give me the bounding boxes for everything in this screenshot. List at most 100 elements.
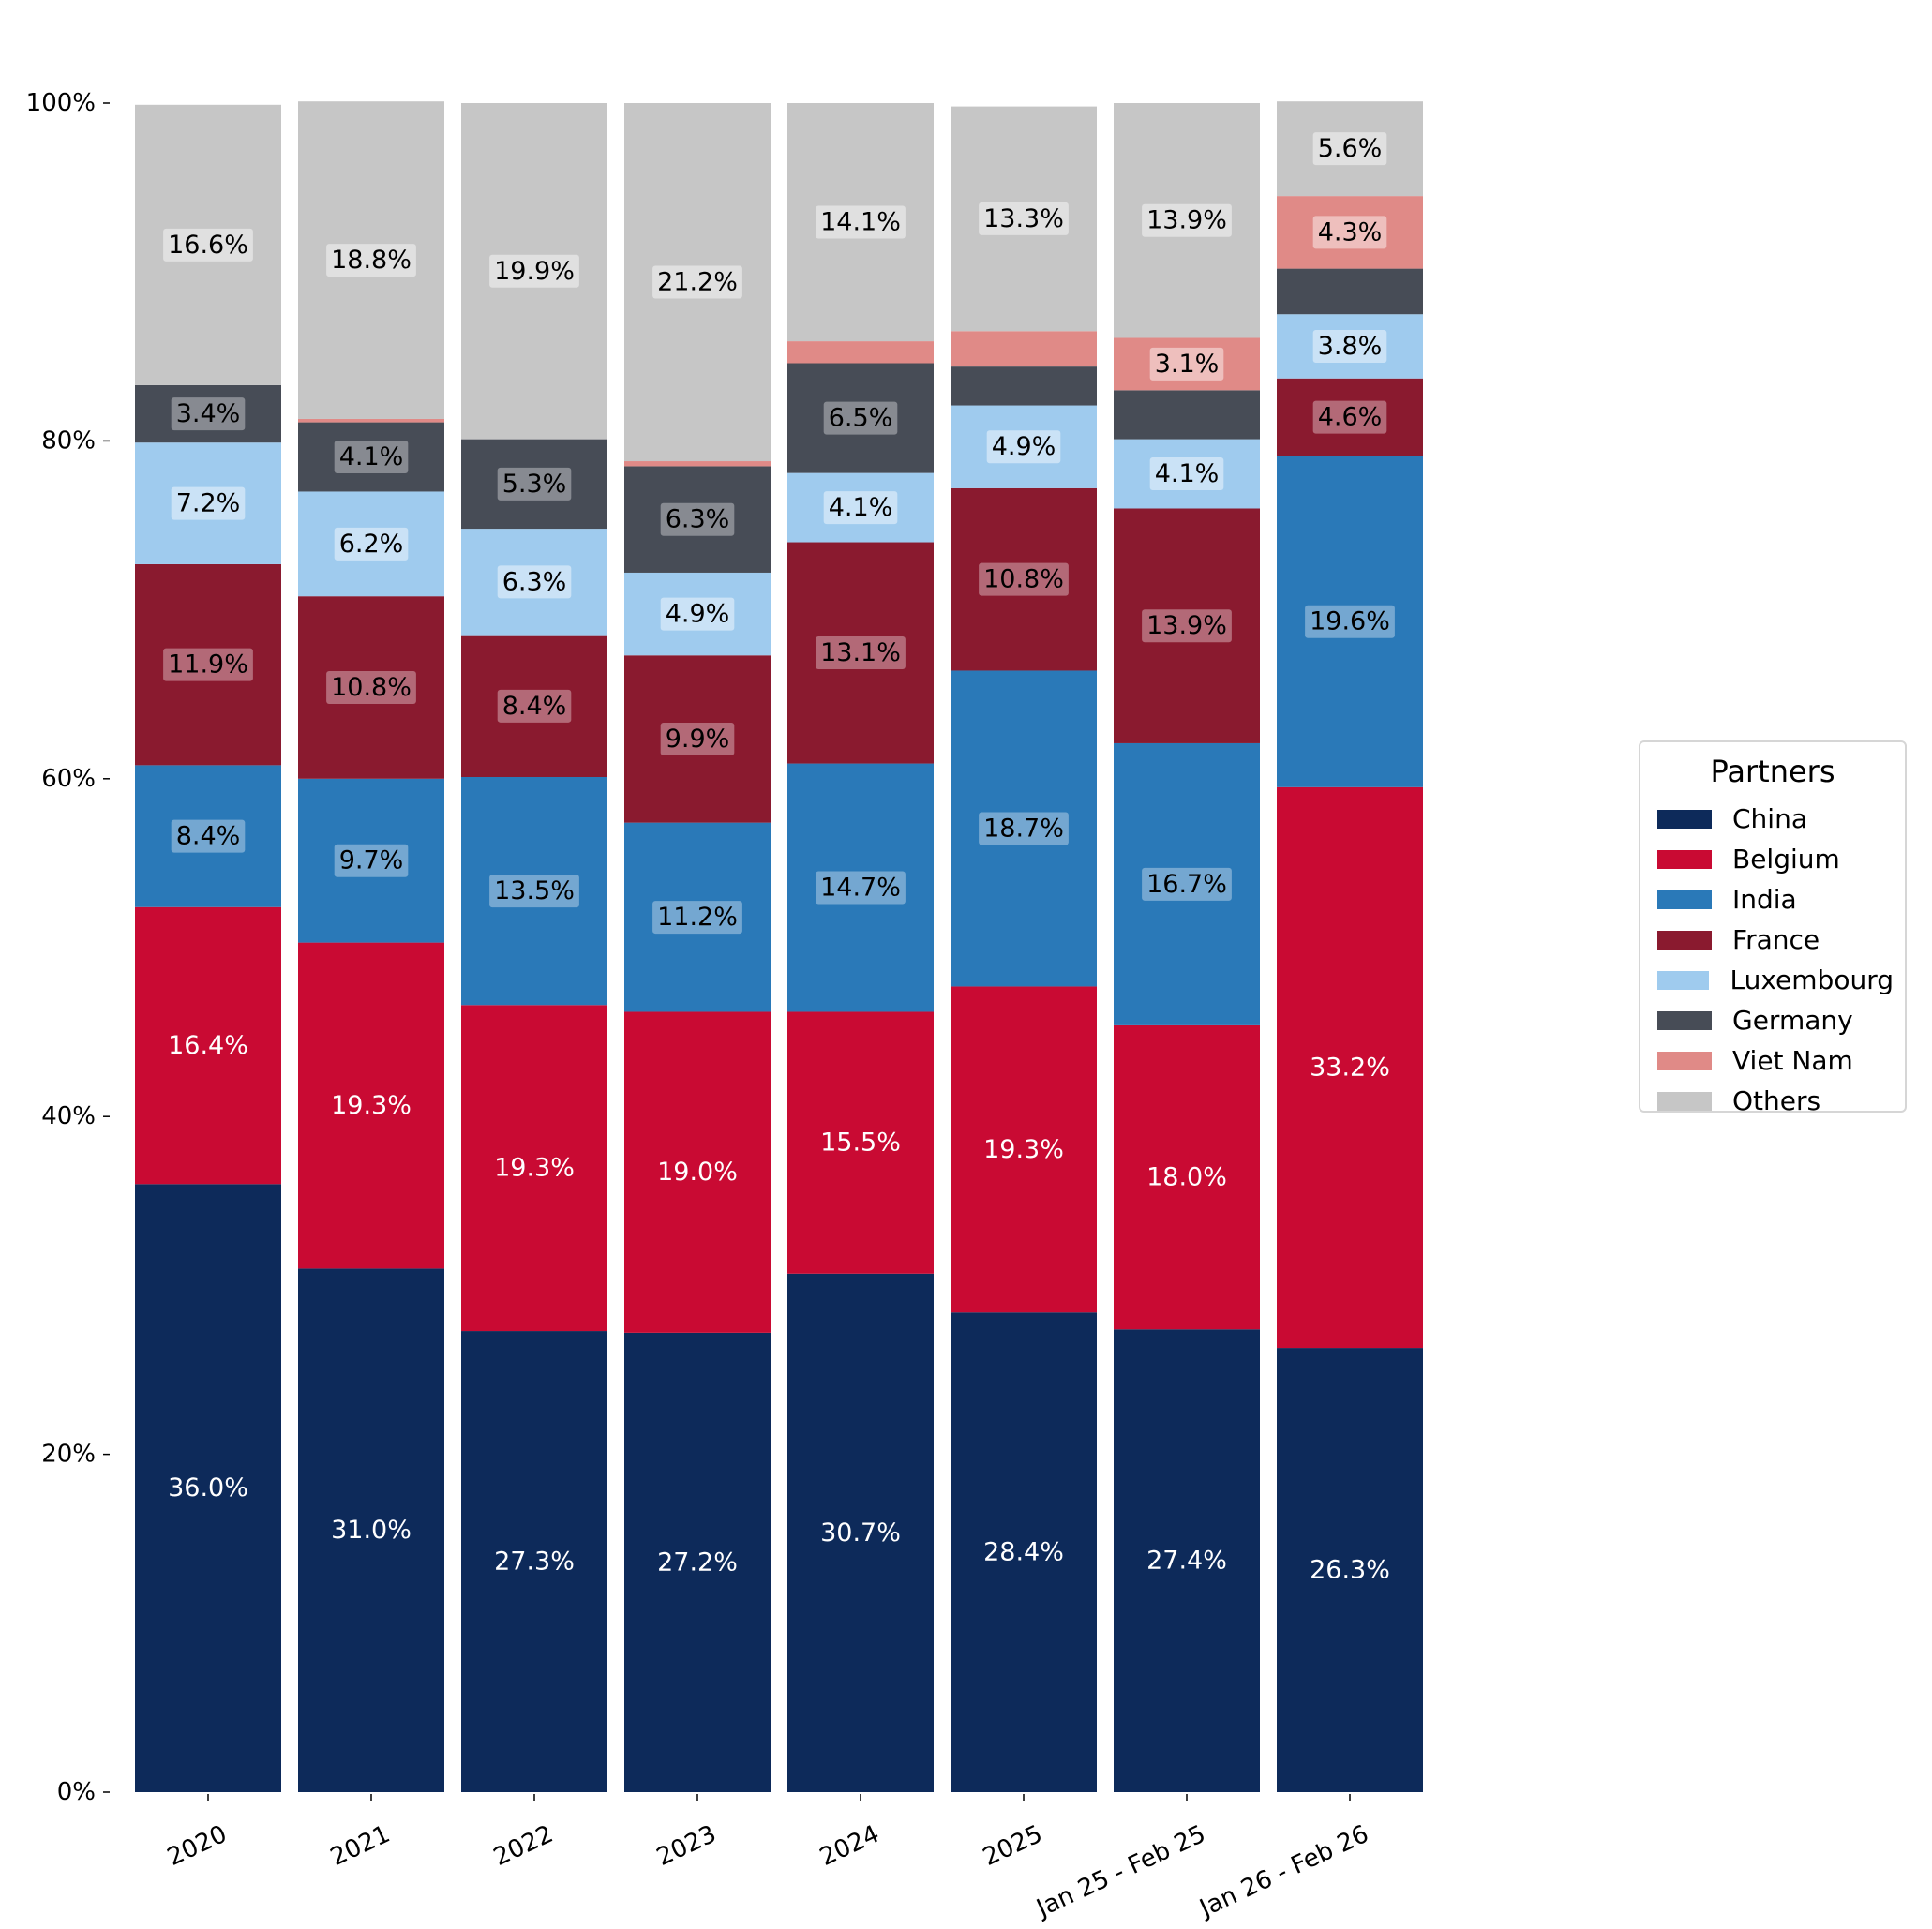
legend-label-india: India [1732,884,1797,915]
segment-label-bg-viet-nam-jan-25-feb-25 [1149,347,1224,381]
segment-label-france-2021: 10.8% [331,673,412,702]
bar-segment-china-2025 [951,1312,1097,1792]
segment-label-bg-india-jan-26-feb-26 [1305,605,1395,638]
legend-swatch-china [1657,809,1712,829]
x-tick-label-2025: 2025 [979,1820,1047,1872]
bar-segment-china-jan-26-feb-26 [1277,1348,1423,1792]
segment-label-others-jan-26-feb-26: 5.6% [1318,134,1383,163]
segment-label-bg-others-2024 [816,205,906,239]
segment-label-belgium-2021: 19.3% [331,1091,412,1120]
y-tick-label-40: 40% [41,1102,96,1130]
segment-label-belgium-2025: 19.3% [983,1135,1064,1164]
legend-swatch-india [1657,890,1712,909]
segment-label-bg-luxembourg-jan-25-feb-25 [1149,457,1224,491]
segment-label-belgium-2023: 19.0% [657,1158,738,1187]
bar-segment-france-2023 [624,655,771,823]
bar-segment-france-jan-26-feb-26 [1277,378,1423,456]
legend-label-others: Others [1732,1085,1821,1116]
segment-label-france-jan-25-feb-25: 13.9% [1146,611,1227,640]
segment-label-bg-india-2020 [171,819,246,853]
y-tick-label-60: 60% [41,765,96,793]
segment-label-bg-others-2022 [489,254,579,288]
bar-segment-germany-jan-26-feb-26 [1277,268,1423,315]
bar-segment-germany-2020 [135,384,281,443]
segment-label-france-2025: 10.8% [983,565,1064,594]
y-tick-label-0: 0% [57,1778,96,1806]
segment-label-china-jan-26-feb-26: 26.3% [1310,1556,1390,1585]
segment-label-bg-france-2021 [326,670,416,704]
bar-segment-belgium-2021 [298,942,444,1269]
segment-label-bg-luxembourg-2022 [497,565,572,599]
legend-swatch-germany [1657,1010,1712,1030]
segment-label-belgium-jan-26-feb-26: 33.2% [1310,1053,1390,1082]
segment-label-bg-france-jan-25-feb-25 [1142,609,1232,643]
bar-segment-india-2022 [461,776,607,1006]
segment-label-belgium-2022: 19.3% [494,1154,575,1183]
bar-segment-others-jan-26-feb-26 [1277,101,1423,197]
segment-label-bg-india-jan-25-feb-25 [1142,867,1232,901]
legend-item-india: India [1652,879,1894,920]
bar-segment-france-2021 [298,596,444,779]
segment-label-germany-2021: 4.1% [339,442,404,471]
segment-label-bg-france-2022 [497,689,572,723]
y-tick-label-20: 20% [41,1441,96,1469]
segment-label-luxembourg-2020: 7.2% [176,489,241,518]
bar-segment-france-2025 [951,487,1097,671]
bar-segment-viet-nam-jan-25-feb-25 [1114,337,1260,391]
legend-item-france: France [1652,920,1894,960]
segment-label-bg-luxembourg-2023 [660,597,735,631]
legend-items: China Belgium India France Luxembourg Germany… [1652,799,1894,1121]
bar-segment-france-2022 [461,635,607,777]
segment-label-germany-2023: 6.3% [666,505,730,534]
segment-label-bg-viet-nam-jan-26-feb-26 [1312,216,1387,249]
segment-label-france-2024: 13.1% [820,638,901,667]
segment-label-bg-france-2020 [163,648,253,681]
segment-label-luxembourg-2025: 4.9% [992,432,1056,461]
bar-segment-viet-nam-2021 [298,418,444,423]
x-tick-label-2020: 2020 [163,1820,232,1872]
x-tick-label-2023: 2023 [652,1820,721,1872]
bar-segment-china-2024 [787,1273,934,1792]
x-tick-label-2024: 2024 [816,1820,884,1872]
legend: Partners China Belgium India France Luxembou… [1639,740,1907,1116]
legend-item-others: Others [1652,1081,1894,1121]
segment-label-bg-france-2023 [660,722,735,755]
bar-segment-china-2020 [135,1184,281,1792]
segment-label-others-2023: 21.2% [657,268,738,297]
segment-label-bg-france-2024 [816,636,906,670]
bar-segment-india-jan-26-feb-26 [1277,456,1423,787]
segment-label-others-2025: 13.3% [983,204,1064,233]
legend-swatch-luxembourg [1657,970,1710,990]
legend-label-luxembourg: Luxembourg [1730,964,1894,995]
segment-label-china-2025: 28.4% [983,1538,1064,1567]
bar-segment-belgium-2020 [135,906,281,1185]
segment-label-viet-nam-jan-26-feb-26: 4.3% [1318,217,1383,247]
bar-segment-india-jan-25-feb-25 [1114,742,1260,1025]
legend-label-viet-nam: Viet Nam [1732,1045,1853,1076]
segment-label-china-2023: 27.2% [657,1548,738,1577]
segment-label-others-jan-25-feb-25: 13.9% [1146,206,1227,235]
bar-segment-luxembourg-2022 [461,529,607,636]
bar-segment-belgium-jan-26-feb-26 [1277,786,1423,1349]
segment-label-bg-others-2025 [979,202,1069,235]
segment-label-china-2021: 31.0% [331,1516,412,1545]
bar-segment-india-2023 [624,822,771,1012]
segment-label-india-2022: 13.5% [494,876,575,905]
segment-label-india-2024: 14.7% [820,874,901,903]
segment-label-others-2024: 14.1% [820,208,901,237]
legend-label-germany: Germany [1732,1005,1853,1036]
bar-segment-luxembourg-jan-26-feb-26 [1277,314,1423,379]
segment-label-china-2024: 30.7% [820,1518,901,1548]
bar-segment-india-2024 [787,763,934,1012]
legend-swatch-viet-nam [1657,1051,1712,1070]
legend-item-luxembourg: Luxembourg [1652,960,1894,1000]
segment-label-luxembourg-jan-26-feb-26: 3.8% [1318,332,1383,361]
segment-label-france-2023: 9.9% [666,725,730,754]
segment-label-bg-others-jan-26-feb-26 [1312,132,1387,166]
segment-label-bg-others-2023 [652,265,742,299]
segment-label-bg-luxembourg-2021 [334,527,409,561]
y-tick-label-80: 80% [41,426,96,455]
segment-label-france-2022: 8.4% [502,692,567,721]
